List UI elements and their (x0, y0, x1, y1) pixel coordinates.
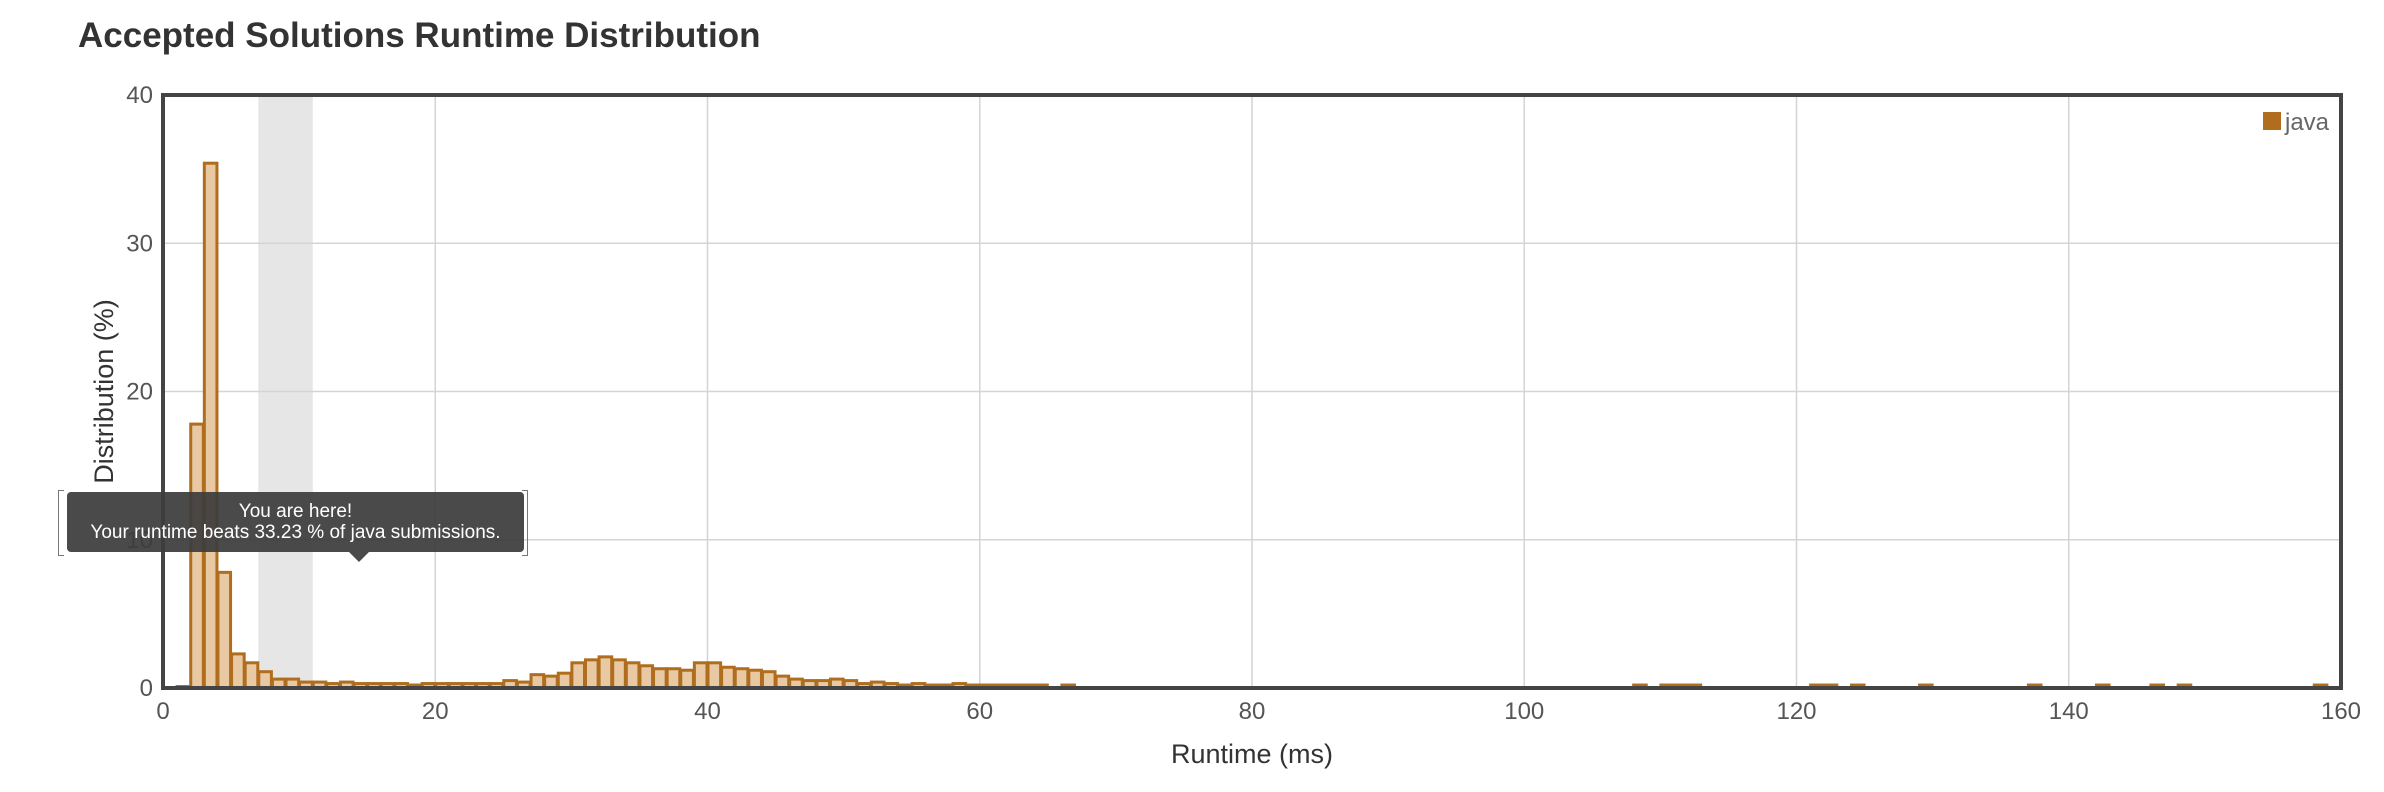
x-tick-label: 20 (422, 698, 449, 725)
tooltip-arrow (349, 552, 369, 562)
tooltip-message: Your runtime beats 33.23 % of java submi… (90, 522, 501, 543)
tooltip-bracket-left (58, 490, 64, 556)
bar-java-41 (720, 665, 736, 690)
bar-java-35 (638, 664, 655, 690)
tooltip-bracket-right (522, 490, 528, 556)
bar-java-33 (611, 658, 627, 690)
legend-label-java: java (2284, 109, 2330, 136)
x-tick-label: 100 (1504, 698, 1544, 725)
legend-swatch-java (2261, 110, 2283, 132)
bar-java-32 (597, 655, 614, 690)
bar-java-40 (706, 661, 723, 690)
bar-java-3 (202, 161, 219, 690)
chart-title: Accepted Solutions Runtime Distribution (78, 16, 761, 55)
bar-java-42 (733, 667, 750, 690)
runtime-tooltip: You are here! Your runtime beats 33.23 %… (67, 492, 524, 562)
bar-java-44 (760, 670, 777, 690)
bar-java-37 (665, 667, 682, 690)
bar-java-30 (570, 661, 586, 690)
x-tick-label: 60 (966, 698, 993, 725)
bar-java-4 (216, 570, 233, 690)
bar-java-43 (747, 668, 763, 690)
bar-java-27 (529, 673, 546, 690)
x-tick-label: 40 (694, 698, 721, 725)
bar-java-31 (583, 658, 600, 690)
bar-java-38 (679, 668, 695, 690)
y-tick-label: 40 (126, 82, 153, 109)
legend[interactable]: java (2261, 109, 2330, 136)
x-tick-label: 0 (156, 698, 169, 725)
x-tick-label: 160 (2321, 698, 2361, 725)
bar-java-34 (624, 661, 641, 690)
tooltip-heading: You are here! (238, 501, 353, 522)
x-tick-label: 80 (1239, 698, 1266, 725)
bar-java-36 (652, 667, 668, 690)
y-tick-label: 20 (126, 379, 153, 406)
y-axis-title: Distribution (%) (89, 299, 119, 484)
bar-java-6 (243, 661, 260, 690)
y-tick-label: 0 (140, 675, 153, 702)
bar-java-39 (692, 661, 709, 690)
bar-java-7 (257, 670, 273, 690)
bar-java-29 (556, 671, 573, 690)
x-tick-label: 120 (1776, 698, 1816, 725)
y-tick-label: 30 (126, 230, 153, 257)
x-tick-label: 140 (2049, 698, 2089, 725)
plot-frame (161, 93, 2343, 690)
x-axis-title: Runtime (ms) (1171, 739, 1333, 769)
bar-java-5 (230, 652, 246, 690)
bar-java-2 (189, 422, 205, 690)
